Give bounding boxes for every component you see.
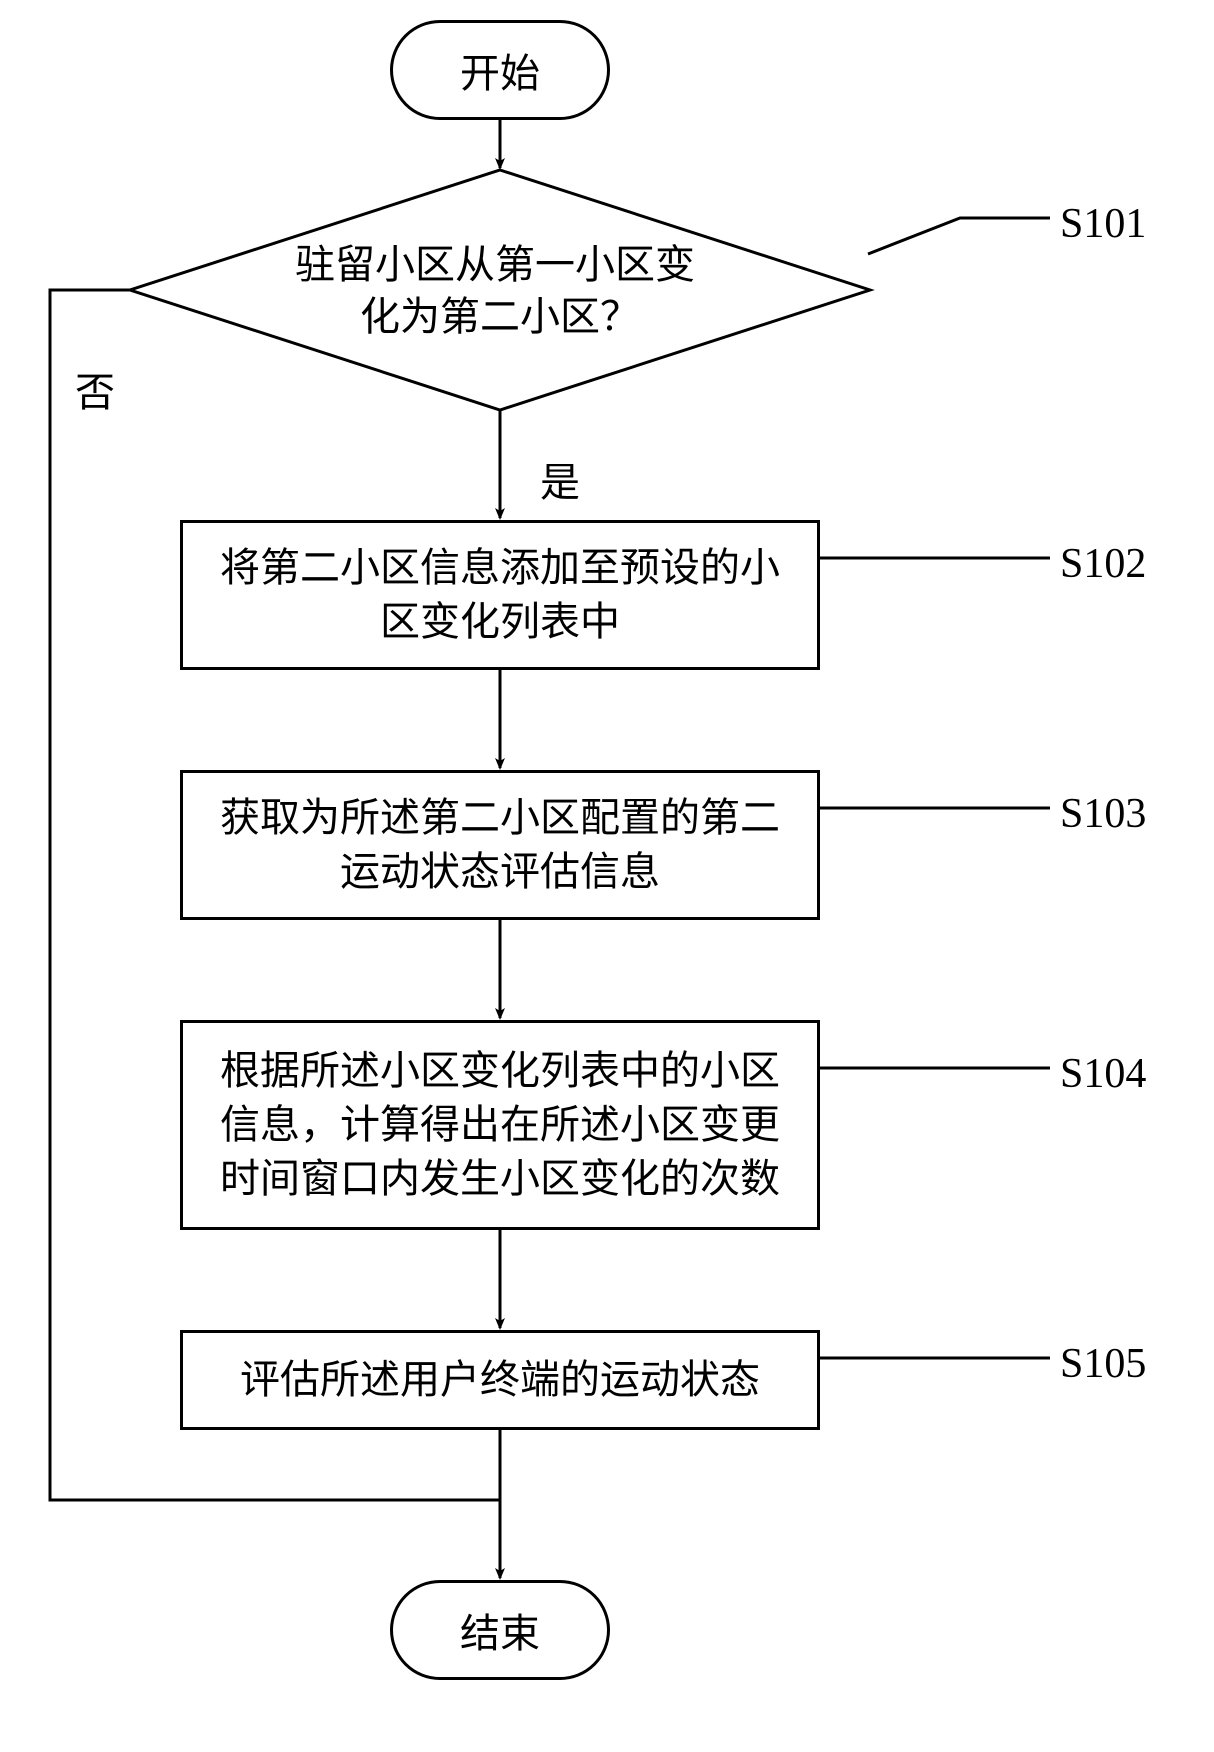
node-s104-text: 根据所述小区变化列表中的小区 信息，计算得出在所述小区变更 时间窗口内发生小区变… bbox=[220, 1044, 780, 1206]
step-label-s101: S101 bbox=[1060, 200, 1146, 248]
step-label-s103: S103 bbox=[1060, 790, 1146, 838]
flowchart-canvas: 开始 将第二小区信息添加至预设的小 区变化列表中 获取为所述第二小区配置的第二 … bbox=[0, 0, 1214, 1752]
node-end-text: 结束 bbox=[460, 1601, 540, 1659]
label-leaders bbox=[820, 218, 1050, 1358]
node-decision bbox=[130, 170, 870, 410]
node-s103-text: 获取为所述第二小区配置的第二 运动状态评估信息 bbox=[220, 791, 780, 899]
step-label-s104: S104 bbox=[1060, 1050, 1146, 1098]
node-decision-text: 驻留小区从第一小区变 化为第二小区？ bbox=[295, 242, 705, 339]
node-start: 开始 bbox=[390, 20, 610, 120]
node-start-text: 开始 bbox=[460, 41, 540, 99]
node-end: 结束 bbox=[390, 1580, 610, 1680]
node-s104: 根据所述小区变化列表中的小区 信息，计算得出在所述小区变更 时间窗口内发生小区变… bbox=[180, 1020, 820, 1230]
node-s102: 将第二小区信息添加至预设的小 区变化列表中 bbox=[180, 520, 820, 670]
edge-label-yes: 是 bbox=[540, 450, 580, 508]
node-s102-text: 将第二小区信息添加至预设的小 区变化列表中 bbox=[220, 541, 780, 649]
step-label-s105: S105 bbox=[1060, 1340, 1146, 1388]
node-s103: 获取为所述第二小区配置的第二 运动状态评估信息 bbox=[180, 770, 820, 920]
node-s105-text: 评估所述用户终端的运动状态 bbox=[240, 1353, 760, 1407]
edge-label-no: 否 bbox=[75, 360, 115, 418]
node-s105: 评估所述用户终端的运动状态 bbox=[180, 1330, 820, 1430]
step-label-s102: S102 bbox=[1060, 540, 1146, 588]
